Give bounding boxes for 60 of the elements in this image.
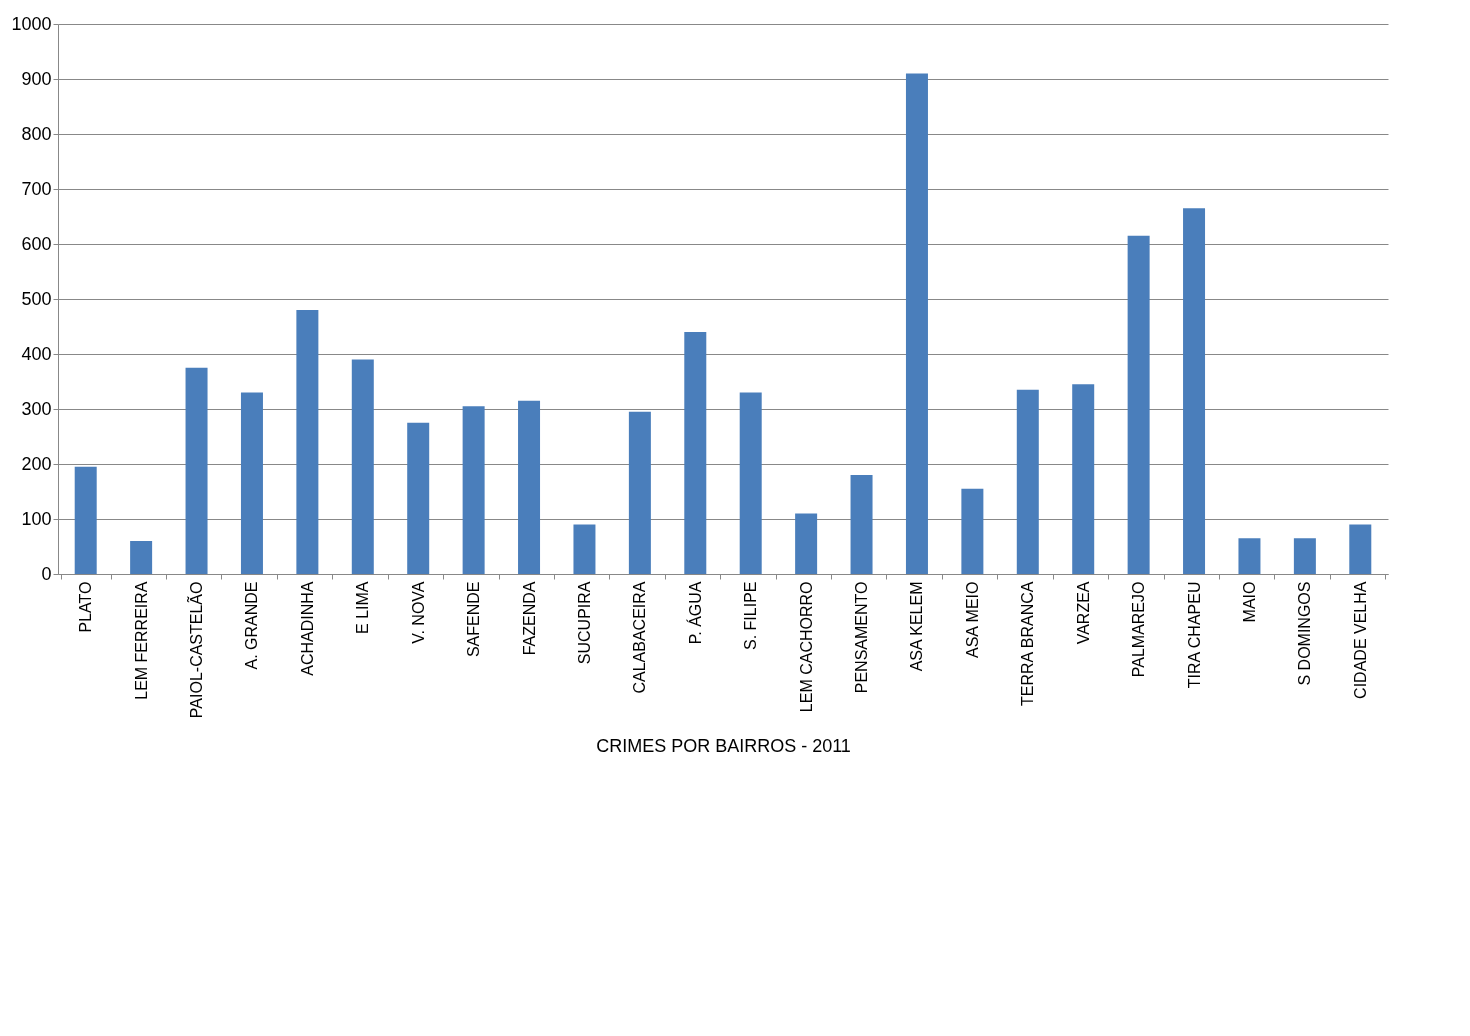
y-tick-label: 100 (21, 508, 52, 529)
x-tick-label: LEM FERREIRA (132, 581, 150, 700)
bar (351, 359, 374, 574)
x-tick-label: ASA KELEM (908, 581, 926, 672)
bar (1016, 389, 1039, 574)
y-tick-label: 0 (41, 563, 52, 584)
x-tick-label: ASA MEIO (963, 581, 981, 658)
x-tick-label: V. NOVA (409, 581, 427, 644)
x-tick-label: VARZEA (1074, 581, 1092, 645)
bar (240, 392, 263, 574)
bar (518, 400, 541, 574)
bar (1183, 208, 1206, 574)
y-tick-label: 400 (21, 343, 52, 364)
bar (684, 332, 707, 574)
bar (905, 73, 928, 574)
y-tick-label: 200 (21, 453, 52, 474)
bar (628, 411, 651, 574)
bar (850, 475, 873, 574)
x-tick-label: PALMAREJO (1130, 581, 1148, 678)
x-tick-label: PLATO (77, 581, 95, 633)
x-tick-label: PAIOL-CASTELÃO (186, 581, 206, 719)
y-tick-label: 500 (21, 288, 52, 309)
bar (296, 310, 319, 574)
x-tick-label: E LIMA (354, 581, 372, 634)
y-tick-label: 1000 (11, 13, 52, 34)
y-tick-label: 600 (21, 233, 52, 254)
bar (1127, 235, 1150, 574)
x-tick-label: S DOMINGOS (1296, 581, 1314, 686)
bar (573, 524, 596, 574)
bar (1238, 538, 1261, 574)
bar (739, 392, 762, 574)
x-tick-label: CALABACEIRA (631, 581, 649, 694)
bar (130, 541, 153, 574)
bar (1293, 538, 1316, 574)
x-tick-label: P. ÁGUA (685, 581, 704, 645)
y-tick-label: 700 (21, 178, 52, 199)
bar (185, 367, 208, 574)
x-axis-title: CRIMES POR BAIRROS - 2011 (596, 736, 851, 757)
x-tick-label: PENSAMENTO (853, 581, 871, 694)
x-tick-label: S. FILIPE (742, 581, 760, 650)
bar (74, 466, 97, 574)
y-tick-label: 300 (21, 398, 52, 419)
bar (1072, 384, 1095, 574)
bar (961, 488, 984, 574)
x-tick-label: MAIO (1240, 581, 1258, 623)
x-tick-label: TERRA BRANCA (1019, 581, 1037, 706)
bar (407, 422, 430, 574)
x-tick-label: SUCUPIRA (575, 581, 593, 665)
bar (795, 513, 818, 574)
bar (1349, 524, 1372, 574)
bar (462, 406, 485, 574)
x-tick-label: CIDADE VELHA (1351, 581, 1369, 699)
x-tick-label: LEM CACHORRO (797, 581, 815, 713)
x-tick-label: SAFENDE (465, 581, 483, 658)
x-tick-label: A. GRANDE (243, 581, 261, 670)
x-tick-label: ACHADINHA (298, 581, 316, 676)
x-tick-label: TIRA CHAPEU (1185, 581, 1203, 689)
x-tick-label: FAZENDA (520, 581, 538, 656)
y-tick-label: 900 (21, 68, 52, 89)
y-tick-label: 800 (21, 123, 52, 144)
